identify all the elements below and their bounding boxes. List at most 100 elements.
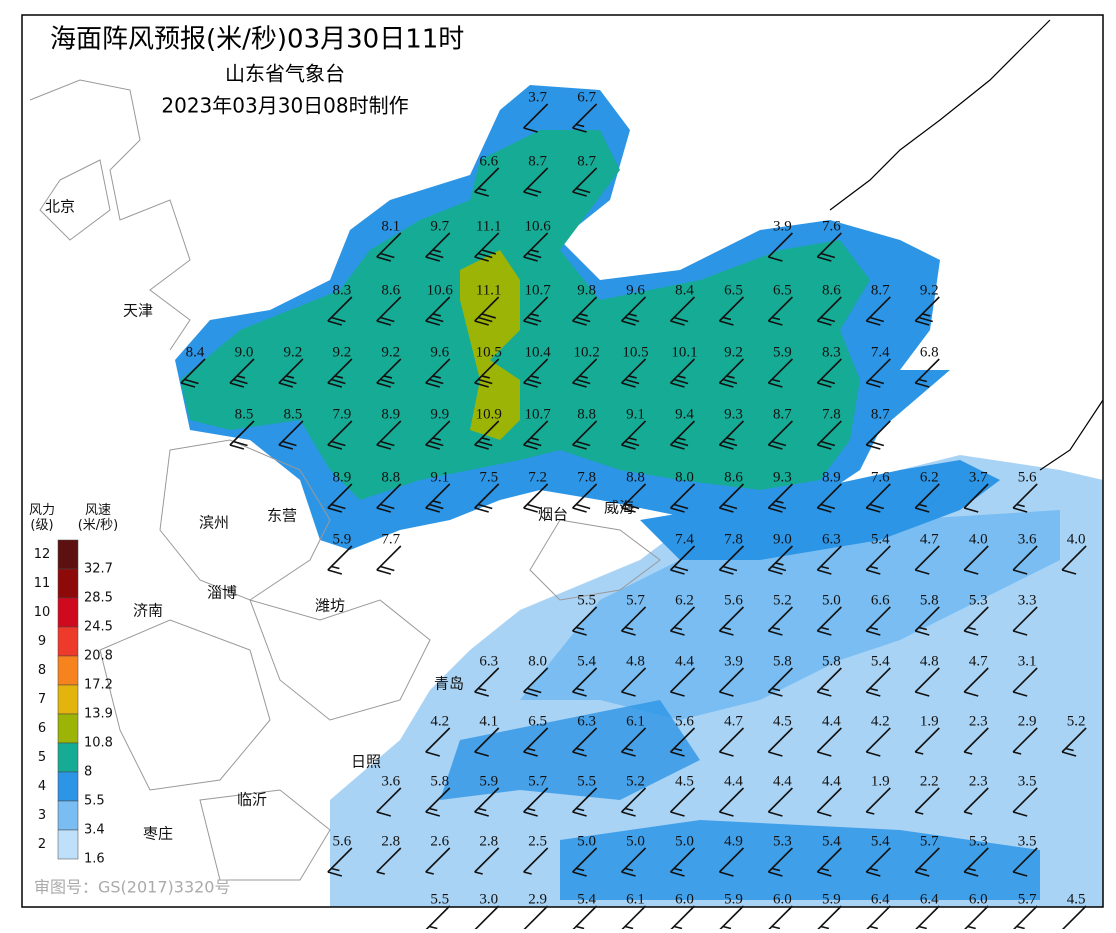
place-name: 日照 xyxy=(351,753,381,771)
barb-line xyxy=(767,787,793,813)
wind-barb xyxy=(620,905,647,933)
wind-value: 7.2 xyxy=(528,469,547,485)
barb-line xyxy=(673,378,689,385)
barb-line xyxy=(478,187,487,192)
barb-line xyxy=(432,313,442,317)
wind-value: 8.3 xyxy=(332,282,351,298)
place-name: 北京 xyxy=(45,198,75,216)
place-name: 威海 xyxy=(604,499,634,517)
wind-barb xyxy=(816,667,842,697)
legend-speed: 5.5 xyxy=(84,794,105,809)
wind-value: 5.0 xyxy=(577,833,596,849)
wind-value: 6.8 xyxy=(920,344,939,360)
wind-barb xyxy=(669,787,696,817)
barb-line xyxy=(915,630,930,636)
barb-line xyxy=(1012,787,1038,813)
wind-barb xyxy=(865,787,891,815)
wind-value: 6.7 xyxy=(577,89,596,105)
wind-barb xyxy=(376,420,402,450)
barb-line xyxy=(670,751,685,757)
barb-line xyxy=(327,382,343,388)
barb-line xyxy=(768,444,783,450)
barb-line xyxy=(964,751,973,755)
barb-line xyxy=(914,905,940,931)
frame xyxy=(21,14,1104,908)
wind-barb xyxy=(620,420,647,450)
barb-line xyxy=(621,507,636,513)
wind-value: 4.1 xyxy=(479,713,498,729)
wind-barb xyxy=(914,545,940,575)
barb-line xyxy=(376,847,402,873)
legend-speed: 17.2 xyxy=(84,678,113,693)
place-name: 烟台 xyxy=(538,506,568,524)
legend-level: 10 xyxy=(34,605,51,620)
wind-value: 6.6 xyxy=(871,592,890,608)
barb-line xyxy=(918,925,927,930)
wind-value: 4.5 xyxy=(1067,891,1086,907)
wind-barb xyxy=(914,667,940,697)
barb-line xyxy=(523,691,538,697)
barb-line xyxy=(331,867,340,872)
barb-line xyxy=(670,507,685,513)
wind-barb xyxy=(963,727,989,755)
barb-line xyxy=(963,905,989,931)
barb-line xyxy=(719,871,734,877)
wind-value: 2.5 xyxy=(528,833,547,849)
barb-line xyxy=(572,127,587,133)
wind-value: 9.6 xyxy=(430,344,449,360)
wind-barb xyxy=(816,905,842,933)
wind-barb xyxy=(767,358,793,388)
barb-line xyxy=(915,811,924,815)
wind-barb xyxy=(669,847,696,877)
barb-line xyxy=(768,256,783,262)
legend-level: 11 xyxy=(34,576,51,591)
barb-line xyxy=(229,444,245,450)
barb-line xyxy=(719,382,734,388)
barb-line xyxy=(673,925,683,930)
barb-line xyxy=(771,867,781,872)
barb-line xyxy=(425,871,434,875)
wind-value: 10.5 xyxy=(476,344,502,360)
barb-line xyxy=(866,630,881,636)
wind-value: 5.0 xyxy=(626,833,645,849)
wind-value: 8.7 xyxy=(577,153,596,169)
legend-header: 风速(米/秒) xyxy=(78,503,119,533)
wind-value: 4.4 xyxy=(724,773,743,789)
barb-line xyxy=(866,320,881,326)
barb-line xyxy=(820,687,830,692)
wind-value: 3.0 xyxy=(479,891,498,907)
wind-barb xyxy=(669,483,696,513)
barb-line xyxy=(1065,747,1074,752)
barb-line xyxy=(478,807,487,812)
barb-line xyxy=(669,787,696,813)
legend-swatch xyxy=(57,626,79,657)
barb-line xyxy=(771,565,787,572)
wind-barb xyxy=(523,232,549,262)
wind-barb xyxy=(865,606,891,636)
wind-barb xyxy=(669,727,696,757)
barb-line xyxy=(719,751,734,757)
barb-line xyxy=(963,483,989,509)
wind-barb xyxy=(572,667,598,697)
wind-value: 7.6 xyxy=(822,218,841,234)
wind-barb xyxy=(718,727,745,757)
wind-barb xyxy=(474,483,500,513)
wind-value: 5.8 xyxy=(822,653,841,669)
barb-line xyxy=(579,313,588,317)
barb-line xyxy=(963,507,979,513)
barb-line xyxy=(624,626,634,631)
barb-line xyxy=(478,687,487,692)
barb-line xyxy=(820,626,830,631)
barb-line xyxy=(481,249,496,255)
place-name: 天津 xyxy=(123,302,153,320)
wind-barb xyxy=(963,545,989,575)
barb-line xyxy=(474,751,489,757)
wind-barb xyxy=(816,358,842,388)
wind-value: 5.2 xyxy=(626,773,645,789)
wind-value: 4.4 xyxy=(822,713,841,729)
wind-value: 4.5 xyxy=(773,713,792,729)
wind-barb xyxy=(474,420,500,450)
wind-value: 10.4 xyxy=(525,344,552,360)
wind-barb xyxy=(327,358,353,388)
barb-line xyxy=(523,256,538,262)
